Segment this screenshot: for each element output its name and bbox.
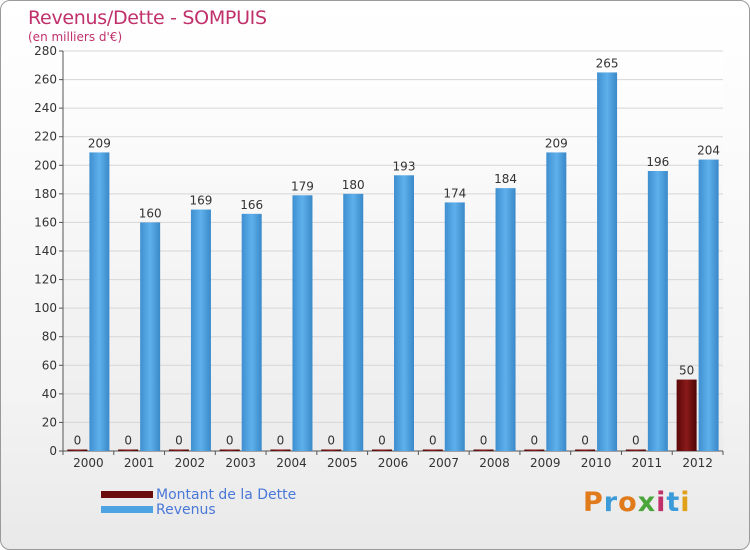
data-label-dette: 0 (327, 434, 335, 448)
bar-dette (676, 379, 697, 451)
proxiti-logo: Proxiti (583, 487, 691, 518)
legend: Montant de la Dette Revenus (101, 486, 297, 518)
x-tick-label: 2000 (73, 456, 104, 470)
data-label-revenus: 166 (240, 198, 263, 212)
data-label-revenus: 204 (697, 144, 720, 158)
y-tick-label: 240 (34, 101, 57, 115)
y-tick-label: 200 (34, 158, 57, 172)
legend-item-revenus: Revenus (101, 501, 296, 518)
y-tick-label: 20 (42, 415, 57, 429)
data-label-dette: 0 (530, 434, 538, 448)
y-tick-label: 220 (34, 130, 57, 144)
data-label-revenus: 184 (494, 172, 517, 186)
bar-revenus (89, 152, 110, 451)
data-label-revenus: 160 (139, 206, 162, 220)
bar-dette (473, 449, 494, 451)
data-label-dette: 0 (277, 434, 285, 448)
x-tick-label: 2001 (124, 456, 155, 470)
bar-revenus (546, 152, 567, 451)
y-tick-label: 80 (42, 330, 57, 344)
x-tick-label: 2012 (682, 456, 713, 470)
logo-letter: P (583, 487, 604, 518)
bar-dette (422, 449, 443, 451)
data-label-revenus: 169 (189, 194, 212, 208)
y-tick-label: 280 (34, 44, 57, 58)
data-label-revenus: 193 (393, 159, 416, 173)
y-tick-label: 0 (49, 444, 57, 458)
data-label-revenus: 179 (291, 179, 314, 193)
bar-dette (270, 449, 291, 451)
bar-revenus (394, 175, 414, 452)
x-tick-label: 2003 (225, 456, 256, 470)
x-tick-label: 2008 (479, 456, 510, 470)
bar-revenus (444, 202, 465, 451)
chart-subtitle: (en milliers d'€) (28, 30, 123, 44)
data-label-revenus: 209 (88, 136, 111, 150)
legend-swatch-dette (101, 491, 153, 498)
bar-dette (219, 449, 240, 451)
bar-revenus (241, 213, 262, 451)
data-label-dette: 0 (124, 434, 132, 448)
x-tick-label: 2005 (327, 456, 358, 470)
x-tick-label: 2006 (378, 456, 409, 470)
bar-revenus (647, 171, 668, 451)
data-label-dette: 50 (679, 364, 694, 378)
bar-revenus (292, 195, 313, 451)
bar-dette (67, 449, 88, 451)
y-tick-label: 60 (42, 358, 57, 372)
bar-revenus (343, 193, 364, 451)
bar-dette (168, 449, 189, 451)
bar-dette (625, 449, 646, 451)
logo-letter: x (637, 487, 657, 518)
y-tick-label: 180 (34, 187, 57, 201)
data-label-revenus: 209 (545, 136, 568, 150)
legend-label-revenus: Revenus (156, 501, 216, 518)
y-tick-label: 40 (42, 387, 57, 401)
bar-revenus (597, 72, 618, 451)
data-label-dette: 0 (632, 434, 640, 448)
logo-letter: o (618, 487, 638, 518)
chart-title: Revenus/Dette - SOMPUIS (28, 7, 267, 29)
data-label-dette: 0 (226, 434, 234, 448)
legend-swatch-revenus (101, 506, 153, 513)
data-label-revenus: 174 (443, 186, 466, 200)
y-tick-label: 260 (34, 73, 57, 87)
bar-dette (524, 449, 545, 451)
legend-item-dette: Montant de la Dette (101, 486, 297, 503)
data-label-revenus: 265 (596, 56, 619, 70)
x-tick-label: 2002 (175, 456, 206, 470)
bar-dette (118, 449, 139, 451)
x-tick-label: 2009 (530, 456, 561, 470)
bar-revenus (698, 159, 719, 452)
y-tick-label: 120 (34, 273, 57, 287)
bar-revenus (140, 222, 161, 451)
bar-dette (575, 449, 596, 451)
y-tick-label: 160 (34, 215, 57, 229)
x-tick-label: 2007 (428, 456, 459, 470)
data-label-dette: 0 (175, 434, 183, 448)
data-label-dette: 0 (480, 434, 488, 448)
x-tick-label: 2010 (581, 456, 612, 470)
bar-revenus (190, 209, 211, 451)
data-label-revenus: 180 (342, 178, 365, 192)
data-label-revenus: 196 (646, 155, 669, 169)
data-label-dette: 0 (581, 434, 589, 448)
logo-letter: t (666, 487, 681, 518)
logo-letter: r (603, 487, 619, 518)
y-tick-label: 140 (34, 244, 57, 258)
x-tick-label: 2004 (276, 456, 307, 470)
data-label-dette: 0 (74, 434, 82, 448)
legend-label-dette: Montant de la Dette (156, 486, 297, 503)
logo-letter: i (656, 487, 667, 518)
bar-dette (321, 449, 342, 451)
data-label-dette: 0 (378, 434, 386, 448)
bar-dette (372, 449, 392, 451)
data-label-dette: 0 (429, 434, 437, 448)
logo-letter: i (680, 487, 691, 518)
x-tick-label: 2011 (632, 456, 663, 470)
y-tick-label: 100 (34, 301, 57, 315)
bar-revenus (495, 188, 516, 451)
